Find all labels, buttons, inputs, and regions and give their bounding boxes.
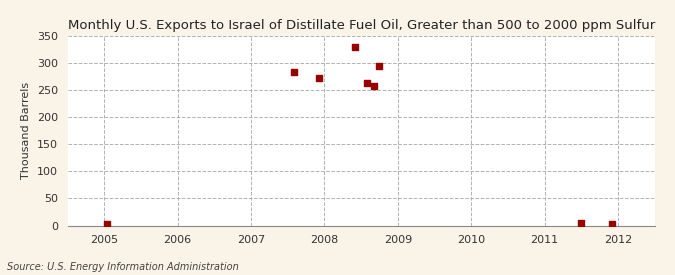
Point [102,222,113,227]
Text: Source: U.S. Energy Information Administration: Source: U.S. Energy Information Administ… [7,262,238,272]
Point [607,222,618,226]
Y-axis label: Thousand Barrels: Thousand Barrels [21,82,31,179]
Point [576,221,587,225]
Point [350,44,360,49]
Point [288,70,299,74]
Point [313,76,324,80]
Point [374,63,385,68]
Title: Monthly U.S. Exports to Israel of Distillate Fuel Oil, Greater than 500 to 2000 : Monthly U.S. Exports to Israel of Distil… [68,19,655,32]
Point [368,83,379,88]
Point [362,81,373,86]
